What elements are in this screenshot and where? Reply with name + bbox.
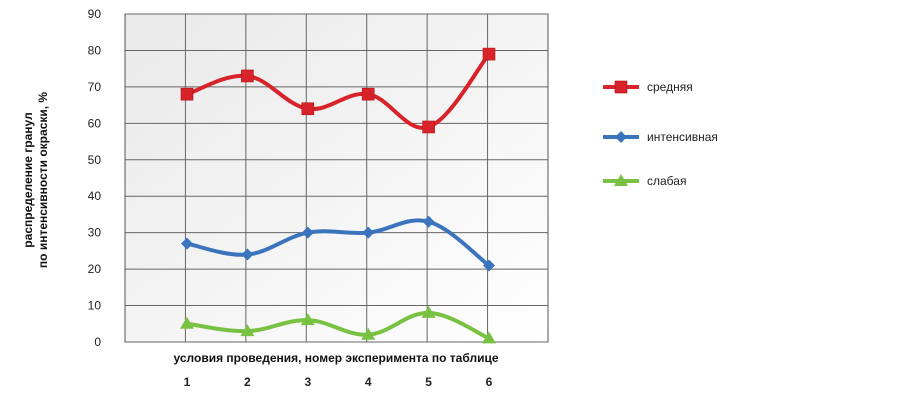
x-tick-label: 5 [425,375,432,389]
data-point [300,313,315,326]
x-axis-ticks: 1 2 3 4 5 6 [184,375,493,389]
y-tick-label: 60 [88,116,102,130]
data-point [482,47,496,61]
legend-marker [615,131,627,143]
y-tick-label: 90 [88,7,102,21]
series [180,47,496,344]
data-point [241,69,254,83]
y-axis-title-line-2: по интенсивности окраски, % [36,92,50,269]
x-tick-label: 3 [304,375,311,389]
y-tick-label: 50 [88,153,102,167]
data-point [361,327,376,340]
data-point [362,226,375,239]
data-point [422,215,435,228]
data-point [422,120,435,134]
y-tick-label: 20 [88,262,102,276]
legend-marker [614,80,628,94]
data-point [301,102,315,116]
legend-item: интенсивная [603,130,718,144]
legend-marker [614,174,628,186]
x-tick-label: 1 [184,375,191,389]
x-axis-title: условия проведения, номер эксперимента п… [173,351,498,365]
series-1 [180,47,496,134]
legend-label: интенсивная [647,130,718,144]
data-point [240,324,255,337]
series-3 [180,305,496,344]
data-point [483,259,495,272]
x-tick-label: 4 [365,375,372,389]
data-point [361,87,375,101]
y-axis-title: распределение гранул по интенсивности ок… [21,92,50,269]
legend-item: средняя [603,80,693,94]
y-tick-label: 10 [88,299,102,313]
y-tick-label: 80 [88,43,102,57]
legend: средняя интенсивная слабая [603,80,718,188]
grid [125,13,548,343]
y-tick-label: 40 [88,189,102,203]
data-point [180,316,194,329]
legend-label: средняя [647,80,693,94]
x-tick-label: 2 [244,375,251,389]
y-axis-title-line-1: распределение гранул [21,112,35,247]
y-tick-label: 0 [94,335,101,349]
data-point [181,237,193,250]
y-tick-label: 30 [88,226,102,240]
data-point [180,87,194,101]
data-point [301,226,314,239]
series-2 [181,215,495,272]
legend-item: слабая [603,174,686,188]
data-point [482,331,496,344]
legend-label: слабая [647,174,686,188]
data-point [421,305,436,318]
y-axis-ticks: 0 10 20 30 40 50 60 70 80 90 [88,7,102,349]
x-tick-label: 6 [486,375,493,389]
y-tick-label: 70 [88,80,102,94]
data-point [241,248,254,261]
